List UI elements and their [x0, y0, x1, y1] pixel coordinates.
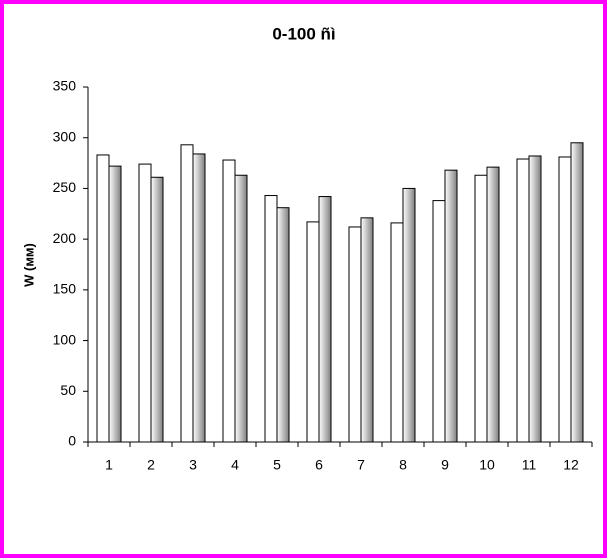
x-tick-label: 4 — [231, 457, 239, 473]
x-tick-label: 9 — [441, 457, 449, 473]
y-tick-label: 250 — [53, 179, 77, 195]
x-tick-label: 7 — [357, 457, 365, 473]
x-tick-label: 5 — [273, 457, 281, 473]
bar — [138, 163, 152, 443]
bar — [486, 166, 500, 443]
y-tick-label: 350 — [53, 78, 77, 94]
y-tick-label: 200 — [53, 230, 77, 246]
y-tick-label: 150 — [53, 281, 77, 297]
y-tick-label: 300 — [53, 128, 77, 144]
bar — [264, 195, 278, 443]
bar — [390, 222, 404, 443]
bar — [444, 169, 458, 443]
bar — [306, 221, 320, 443]
y-tick-label: 0 — [68, 433, 76, 449]
x-tick-label: 6 — [315, 457, 323, 473]
bar — [528, 155, 542, 443]
bar — [432, 200, 446, 443]
bar — [402, 187, 416, 443]
bar — [222, 159, 236, 443]
x-tick-label: 8 — [399, 457, 407, 473]
bar — [348, 226, 362, 443]
bar — [360, 217, 374, 443]
chart-title: 0-100 ñì — [272, 24, 335, 43]
bar — [108, 165, 122, 443]
x-tick-label: 3 — [189, 457, 197, 473]
bar — [276, 207, 290, 443]
bar — [570, 142, 584, 443]
bar — [234, 174, 248, 443]
bar — [150, 176, 164, 443]
bar — [180, 144, 194, 443]
y-tick-label: 50 — [60, 382, 76, 398]
y-axis-label: W (мм) — [21, 243, 36, 287]
y-tick-label: 100 — [53, 331, 77, 347]
x-tick-label: 12 — [563, 457, 579, 473]
x-tick-label: 11 — [522, 457, 537, 473]
x-tick-label: 1 — [105, 457, 113, 473]
bar — [192, 153, 206, 443]
x-tick-label: 2 — [147, 457, 155, 473]
bar — [516, 158, 530, 443]
bar — [318, 196, 332, 443]
bar — [96, 154, 110, 443]
x-tick-label: 10 — [479, 457, 495, 473]
bar — [558, 156, 572, 443]
bar — [474, 174, 488, 443]
